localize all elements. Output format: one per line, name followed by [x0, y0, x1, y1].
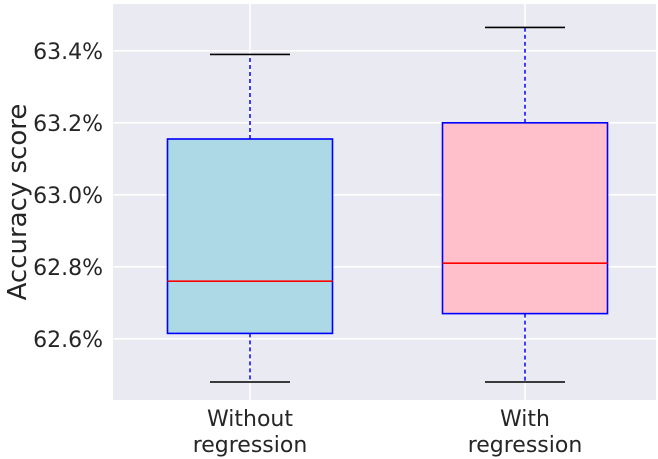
x-tick-label-line: With [500, 407, 550, 432]
y-tick-label: 62.8% [33, 256, 103, 281]
boxes [166, 26, 609, 383]
y-axis-ticks: 62.6% 62.8% 63.0% 63.2% 63.4% [33, 40, 103, 353]
box-iqr [166, 138, 334, 335]
y-tick-label: 63.0% [33, 184, 103, 209]
x-tick-label: With regression [468, 407, 583, 458]
x-tick-label-line: Without [207, 407, 293, 432]
box-group-1 [166, 53, 334, 383]
x-tick-label: Without regression [193, 407, 308, 458]
box-group-2 [441, 26, 609, 383]
y-tick-label: 63.4% [33, 40, 103, 65]
x-tick-label-line: regression [193, 433, 308, 458]
y-tick-label: 63.2% [33, 112, 103, 137]
x-tick-label-line: regression [468, 433, 583, 458]
y-tick-label: 62.6% [33, 328, 103, 353]
y-axis-label: Accuracy score [3, 104, 33, 301]
box-iqr [441, 122, 609, 315]
